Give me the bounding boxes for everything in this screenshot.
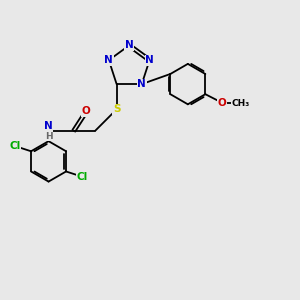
Text: H: H [45,132,52,141]
Text: S: S [113,104,120,114]
Text: CH₃: CH₃ [232,99,250,108]
Text: N: N [145,55,154,65]
Text: N: N [137,79,146,89]
Text: O: O [82,106,91,116]
Text: O: O [217,98,226,108]
Text: N: N [44,121,53,131]
Text: N: N [125,40,134,50]
Text: Cl: Cl [77,172,88,182]
Text: Cl: Cl [9,141,20,151]
Text: N: N [104,55,113,65]
